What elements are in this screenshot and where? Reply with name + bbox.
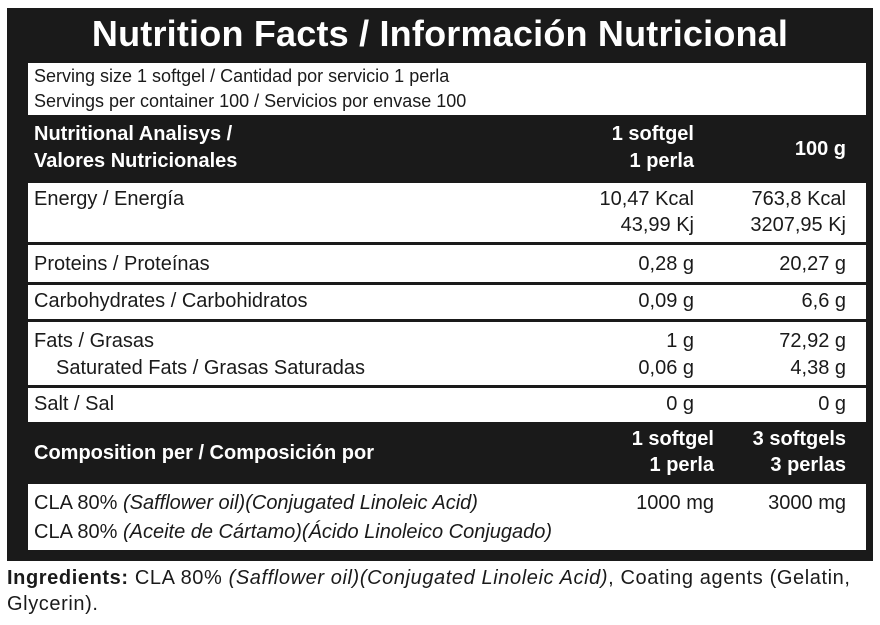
composition-en-italic: (Safflower oil)(Conjugated Linoleic Acid… <box>122 492 478 514</box>
fats-col1: 1 g <box>666 330 694 352</box>
ingredients-label: Ingredients: <box>7 567 129 589</box>
composition-col1: 1000 mg <box>636 492 714 514</box>
composition-col1-header-es: 1 perla <box>649 454 714 476</box>
composition-col1-header: 1 softgel <box>631 428 714 450</box>
servings-per-container: Servings per container 100 / Servicios p… <box>34 91 467 111</box>
fats-col2: 72,92 g <box>779 330 846 352</box>
composition-es-prefix: CLA 80% <box>34 521 123 543</box>
ingredients-text-2: , Coating agents (Gelatin, Glycerin). <box>7 567 851 615</box>
salt-col1: 0 g <box>666 393 694 415</box>
composition-col2-header: 3 softgels <box>752 428 846 450</box>
carbohydrates-label: Carbohydrates / Carbohidratos <box>34 290 308 312</box>
saturated-fats-label: Saturated Fats / Grasas Saturadas <box>56 357 366 379</box>
composition-en-prefix: CLA 80% <box>34 492 123 514</box>
proteins-box <box>28 245 866 282</box>
energy-col1-kj: 43,99 Kj <box>620 214 694 236</box>
ingredients-text-1: CLA 80% <box>128 567 229 589</box>
energy-col1-kcal: 10,47 Kcal <box>599 188 694 210</box>
carbohydrates-col1: 0,09 g <box>638 290 694 312</box>
serving-size: Serving size 1 softgel / Cantidad por se… <box>34 66 450 86</box>
label-title: Nutrition Facts / Información Nutriciona… <box>91 13 789 54</box>
saturated-fats-col1: 0,06 g <box>638 357 694 379</box>
salt-label: Salt / Sal <box>34 393 115 415</box>
fats-box <box>28 322 866 385</box>
analysis-col1-header-es: 1 perla <box>629 150 694 172</box>
composition-col2-header-es: 3 perlas <box>770 454 846 476</box>
carbohydrates-box <box>28 285 866 319</box>
energy-label: Energy / Energía <box>34 188 185 210</box>
analysis-header-label-es: Valores Nutricionales <box>34 150 238 172</box>
saturated-fats-col2: 4,38 g <box>790 357 846 379</box>
composition-line-es: CLA 80% (Aceite de Cártamo)(Ácido Linole… <box>34 520 552 544</box>
composition-col2: 3000 mg <box>768 492 846 514</box>
analysis-col2-header: 100 g <box>794 138 846 160</box>
composition-box <box>28 484 866 550</box>
serving-box <box>28 63 866 115</box>
composition-header-label: Composition per / Composición por <box>34 442 374 464</box>
salt-box <box>28 388 866 422</box>
energy-box <box>28 183 866 242</box>
composition-line-en: CLA 80% (Safflower oil)(Conjugated Linol… <box>34 491 478 515</box>
fats-label: Fats / Grasas <box>34 330 155 352</box>
salt-col2: 0 g <box>818 393 846 415</box>
carbohydrates-col2: 6,6 g <box>801 290 846 312</box>
ingredients-text: Ingredients: CLA 80% (Safflower oil)(Con… <box>7 565 873 617</box>
analysis-col1-header: 1 softgel <box>611 123 694 145</box>
proteins-col1: 0,28 g <box>638 253 694 275</box>
ingredients-italic: (Safflower oil)(Conjugated Linoleic Acid… <box>228 567 609 589</box>
proteins-label: Proteins / Proteínas <box>34 253 210 275</box>
energy-col2-kcal: 763,8 Kcal <box>751 188 846 210</box>
composition-es-italic: (Aceite de Cártamo)(Ácido Linoleico Conj… <box>122 521 553 543</box>
proteins-col2: 20,27 g <box>779 253 846 275</box>
analysis-header-label: Nutritional Analisys / <box>34 123 233 145</box>
energy-col2-kj: 3207,95 Kj <box>750 214 846 236</box>
